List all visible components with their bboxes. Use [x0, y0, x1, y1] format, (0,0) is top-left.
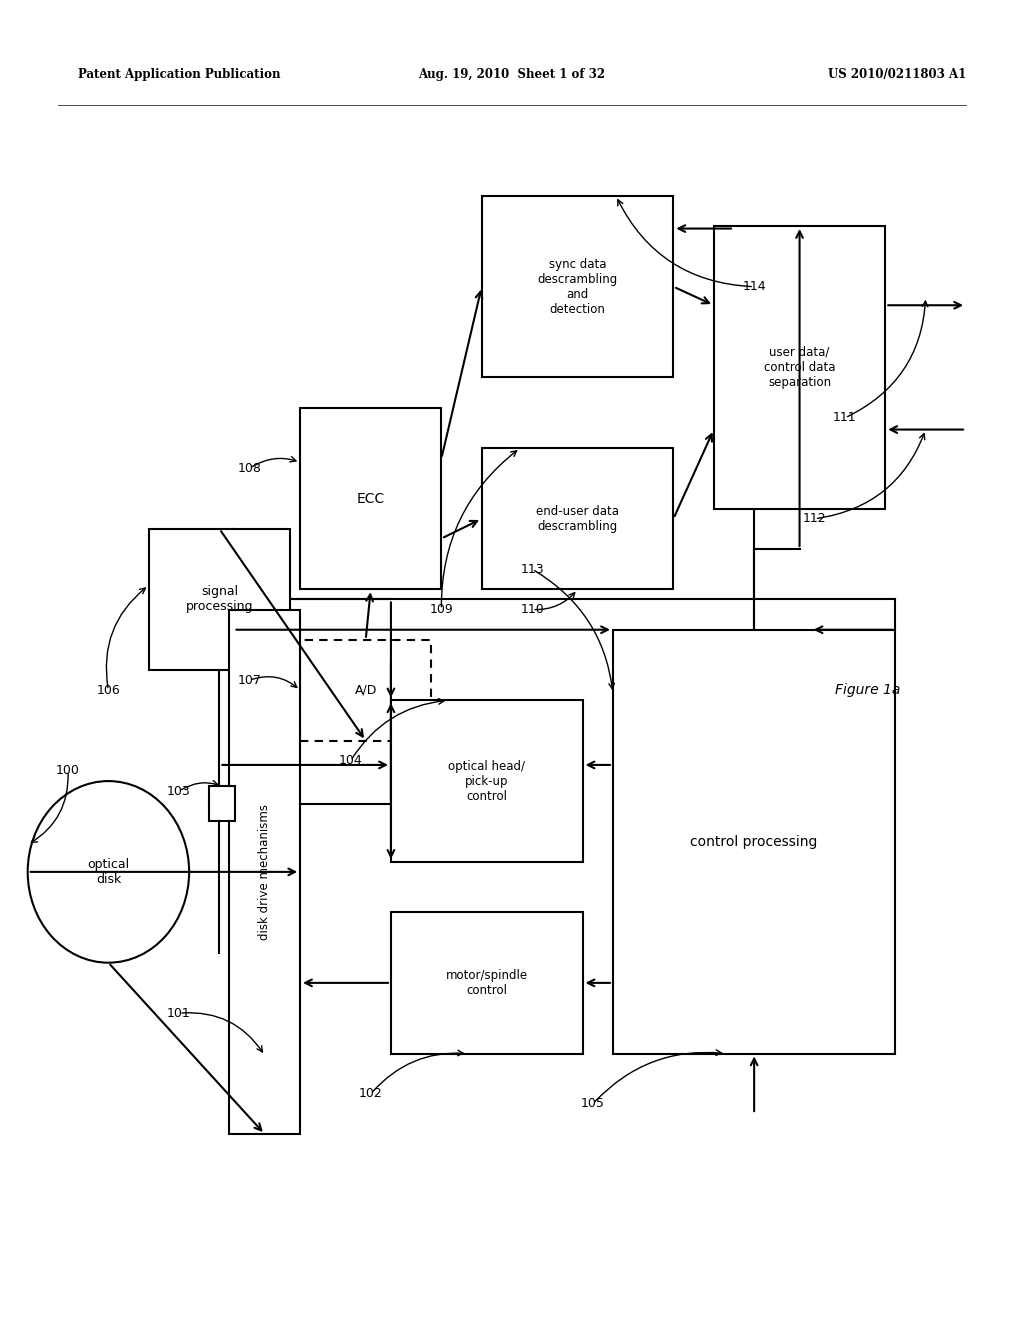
- Text: 108: 108: [238, 462, 261, 475]
- Text: end-user data
descrambling: end-user data descrambling: [537, 504, 620, 533]
- Bar: [300, 408, 441, 589]
- Bar: [209, 787, 234, 821]
- Text: 104: 104: [339, 755, 362, 767]
- Text: 110: 110: [520, 603, 544, 616]
- Text: sync data
descrambling
and
detection: sync data descrambling and detection: [538, 257, 617, 315]
- Bar: [481, 195, 674, 378]
- Text: signal
processing: signal processing: [185, 586, 253, 614]
- Text: US 2010/0211803 A1: US 2010/0211803 A1: [827, 69, 966, 82]
- Text: ECC: ECC: [356, 491, 385, 506]
- Text: 106: 106: [96, 684, 120, 697]
- Bar: [300, 640, 431, 741]
- Bar: [613, 630, 895, 1053]
- Bar: [229, 610, 300, 1134]
- Text: 112: 112: [803, 512, 826, 525]
- Text: disk drive mechanisms: disk drive mechanisms: [258, 804, 271, 940]
- Text: A/D: A/D: [354, 684, 377, 697]
- Text: motor/spindle
control: motor/spindle control: [445, 969, 527, 997]
- Text: Figure 1a: Figure 1a: [835, 684, 900, 697]
- Bar: [391, 912, 583, 1053]
- Text: 100: 100: [56, 764, 80, 777]
- Bar: [148, 529, 290, 671]
- Text: 109: 109: [429, 603, 454, 616]
- Ellipse shape: [28, 781, 189, 962]
- Text: optical
disk: optical disk: [87, 858, 129, 886]
- Text: Patent Application Publication: Patent Application Publication: [78, 69, 281, 82]
- Text: optical head/
pick-up
control: optical head/ pick-up control: [449, 759, 525, 803]
- Text: 113: 113: [520, 562, 544, 576]
- Text: 101: 101: [167, 1007, 190, 1019]
- Bar: [481, 447, 674, 589]
- Text: 102: 102: [358, 1088, 383, 1101]
- Text: user data/
control data
separation: user data/ control data separation: [764, 346, 836, 389]
- Text: 111: 111: [834, 412, 857, 424]
- Text: 105: 105: [581, 1097, 604, 1110]
- Text: 103: 103: [167, 784, 190, 797]
- Bar: [714, 226, 886, 508]
- Text: Aug. 19, 2010  Sheet 1 of 32: Aug. 19, 2010 Sheet 1 of 32: [419, 69, 605, 82]
- Text: 114: 114: [742, 280, 766, 293]
- Text: control processing: control processing: [690, 834, 818, 849]
- Bar: [391, 701, 583, 862]
- Text: 107: 107: [238, 673, 261, 686]
